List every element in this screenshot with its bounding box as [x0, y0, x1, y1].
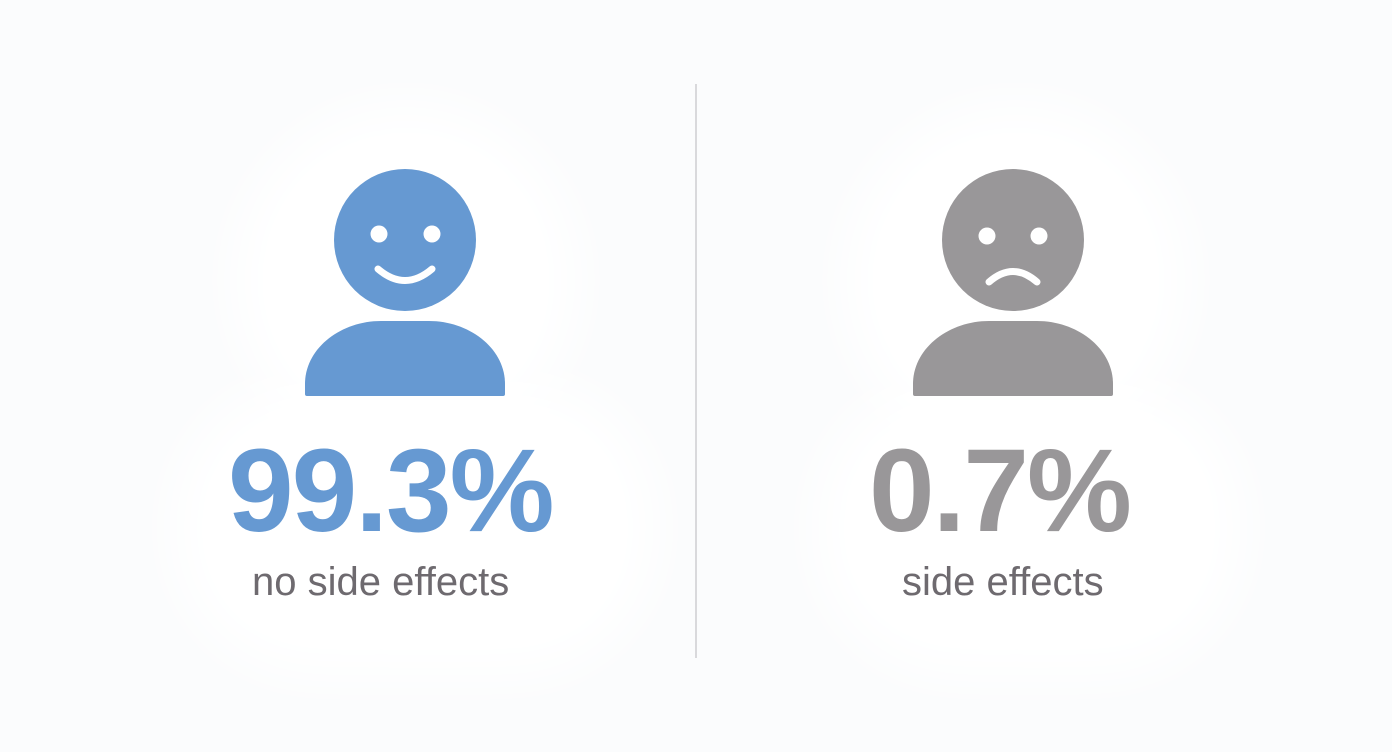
- side-effects-label: side effects: [902, 560, 1104, 604]
- no-side-effects-label: no side effects: [252, 560, 510, 604]
- side-effects-percentage: 0.7%: [869, 425, 1132, 557]
- side-effects-panel: 0.7% side effects: [697, 0, 1392, 752]
- no-side-effects-percentage: 99.3%: [228, 425, 555, 557]
- happy-person-icon: [305, 169, 505, 396]
- divider: [695, 84, 697, 658]
- sad-person-icon: [913, 169, 1113, 396]
- text-glow: [215, 420, 615, 635]
- text-glow: [857, 420, 1202, 635]
- no-side-effects-panel: 99.3% no side effects: [215, 169, 615, 635]
